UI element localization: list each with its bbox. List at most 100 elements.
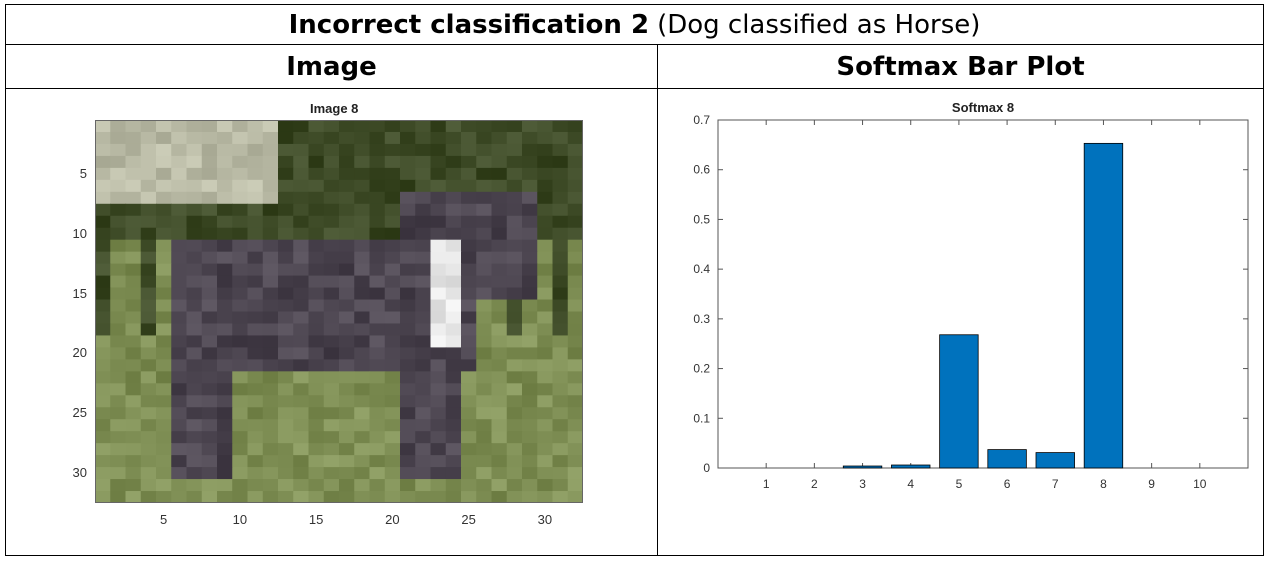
image-pixel: [217, 299, 233, 313]
image-pixel: [247, 419, 264, 432]
image-pixel: [461, 263, 477, 277]
image-pixels: [95, 120, 583, 503]
image-pixel: [186, 155, 203, 169]
image-pixel: [247, 491, 264, 503]
image-pixel: [461, 455, 477, 468]
image-pixel: [476, 299, 493, 313]
image-pixel: [293, 347, 310, 360]
image-pixel: [415, 239, 432, 253]
image-pixel: [430, 395, 447, 408]
image-pixel: [278, 131, 294, 145]
image-pixel: [232, 251, 249, 265]
image-pixel: [110, 359, 127, 372]
image-pixel: [171, 431, 188, 444]
image-pixel: [95, 455, 111, 468]
image-pixel: [247, 263, 264, 277]
image-pixel: [461, 407, 477, 420]
image-pixel: [476, 383, 493, 396]
image-pixel: [308, 467, 325, 480]
image-pixel: [369, 395, 386, 408]
image-pixel: [156, 491, 172, 503]
image-pixel: [476, 167, 493, 181]
image-pixel: [506, 155, 523, 169]
image-pixel: [522, 467, 538, 480]
image-pixel: [537, 299, 554, 313]
image-pixel: [95, 395, 111, 408]
image-pixel: [186, 263, 203, 277]
image-pixel: [262, 251, 279, 265]
image-pixel: [156, 323, 172, 337]
image-pixel: [491, 371, 508, 384]
image-pixel: [293, 275, 310, 289]
image-pixel: [369, 179, 386, 193]
image-pixel: [232, 455, 249, 468]
image-pixel: [415, 371, 432, 384]
image-pixel: [201, 120, 218, 133]
image-pixel: [156, 227, 172, 241]
image-pixel: [567, 383, 583, 396]
image-pixel: [552, 311, 569, 325]
image-pixel: [506, 347, 523, 360]
image-pixel: [308, 131, 325, 145]
x-tick-label: 5: [956, 477, 963, 491]
image-pixel: [95, 131, 111, 145]
image-pixel: [506, 419, 523, 432]
image-pixel: [430, 215, 447, 229]
image-pixel: [232, 347, 249, 360]
image-pixel: [567, 407, 583, 420]
image-pixel: [369, 167, 386, 181]
image-pixel: [201, 227, 218, 241]
image-pixel: [506, 251, 523, 265]
image-pixel: [171, 251, 188, 265]
image-pixel: [506, 239, 523, 253]
image-pixel: [506, 431, 523, 444]
image-pixel: [125, 443, 142, 456]
image-pixel: [323, 359, 340, 372]
image-pixel: [415, 383, 432, 396]
image-pixel: [354, 215, 371, 229]
image-pixel: [232, 215, 249, 229]
image-pixel: [323, 347, 340, 360]
image-pixel: [110, 227, 127, 241]
y-tick-label: 0.4: [693, 262, 710, 276]
image-pixel: [491, 215, 508, 229]
image-pixel: [461, 395, 477, 408]
image-pixel: [125, 143, 142, 157]
image-pixel: [125, 419, 142, 432]
image-pixel: [217, 131, 233, 145]
image-pixel: [430, 443, 447, 456]
image-pixel: [491, 467, 508, 480]
image-pixel: [522, 251, 538, 265]
image-pixel: [278, 239, 294, 253]
image-pixel: [278, 251, 294, 265]
image-pixel: [308, 179, 325, 193]
image-pixel: [186, 215, 203, 229]
image-pixel: [476, 395, 493, 408]
image-pixel: [140, 143, 157, 157]
image-pixel: [522, 155, 538, 169]
image-pixel: [476, 263, 493, 277]
image-pixel: [430, 203, 447, 217]
image-pixel: [171, 275, 188, 289]
image-pixel: [95, 155, 111, 169]
image-pixel: [125, 239, 142, 253]
image-pixel: [445, 251, 462, 265]
image-pixel: [339, 383, 355, 396]
image-title: Image 8: [310, 101, 359, 116]
image-pixel: [125, 191, 142, 205]
image-pixel: [262, 167, 279, 181]
image-pixel: [537, 227, 554, 241]
image-pixel: [95, 443, 111, 456]
image-pixel: [476, 371, 493, 384]
image-x-tick-label: 30: [537, 512, 553, 527]
image-pixel: [506, 383, 523, 396]
image-pixel: [201, 251, 218, 265]
image-pixel: [445, 431, 462, 444]
image-pixel: [400, 131, 416, 145]
image-pixel: [552, 383, 569, 396]
image-pixel: [110, 179, 127, 193]
image-pixel: [247, 371, 264, 384]
image-pixel: [384, 371, 401, 384]
image-pixel: [171, 167, 188, 181]
image-pixel: [201, 287, 218, 301]
